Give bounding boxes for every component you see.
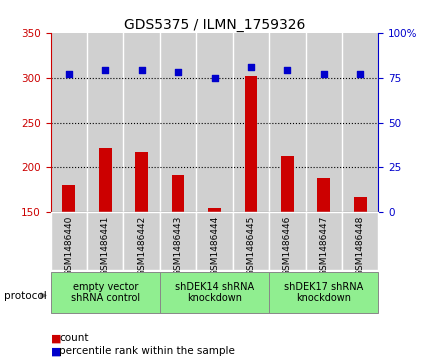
Point [138,68,145,73]
Bar [208,208,221,212]
Bar [87,33,124,212]
Point [65,71,72,77]
Text: ■: ■ [51,333,61,343]
Text: GSM1486445: GSM1486445 [246,215,256,276]
Bar [51,212,87,270]
Bar [354,197,367,212]
Bar [342,33,378,212]
Text: GSM1486443: GSM1486443 [173,215,183,276]
Bar [233,33,269,212]
Bar [62,185,75,212]
Point [357,71,364,77]
Bar [245,76,257,212]
Text: GSM1486444: GSM1486444 [210,215,219,276]
Bar [51,33,87,212]
Text: GSM1486440: GSM1486440 [64,215,73,276]
Text: shDEK17 shRNA
knockdown: shDEK17 shRNA knockdown [284,282,363,303]
Text: percentile rank within the sample: percentile rank within the sample [59,346,235,356]
Bar [160,272,269,313]
Point [320,71,327,77]
Text: GSM1486447: GSM1486447 [319,215,328,276]
Text: count: count [59,333,89,343]
Bar [99,148,112,212]
Bar [196,33,233,212]
Text: GSM1486446: GSM1486446 [283,215,292,276]
Text: ■: ■ [51,346,61,356]
Text: GSM1486441: GSM1486441 [101,215,110,276]
Bar [281,156,294,212]
Bar [196,212,233,270]
Text: protocol: protocol [4,291,47,301]
Text: empty vector
shRNA control: empty vector shRNA control [71,282,140,303]
Bar [172,175,184,212]
Bar [269,33,305,212]
Point [247,64,254,70]
Bar [135,152,148,212]
Text: shDEK14 shRNA
knockdown: shDEK14 shRNA knockdown [175,282,254,303]
Point [211,75,218,81]
Bar [342,212,378,270]
Title: GDS5375 / ILMN_1759326: GDS5375 / ILMN_1759326 [124,18,305,32]
Bar [305,212,342,270]
Bar [269,212,305,270]
Bar [317,178,330,212]
Point [284,68,291,73]
Bar [305,33,342,212]
Point [175,69,182,75]
Bar [51,272,160,313]
Text: GSM1486442: GSM1486442 [137,215,146,276]
Point [102,68,109,73]
Bar [160,33,196,212]
Bar [124,212,160,270]
Bar [87,212,124,270]
Text: GSM1486448: GSM1486448 [356,215,365,276]
Bar [160,212,196,270]
Bar [269,272,378,313]
Bar [124,33,160,212]
Bar [233,212,269,270]
